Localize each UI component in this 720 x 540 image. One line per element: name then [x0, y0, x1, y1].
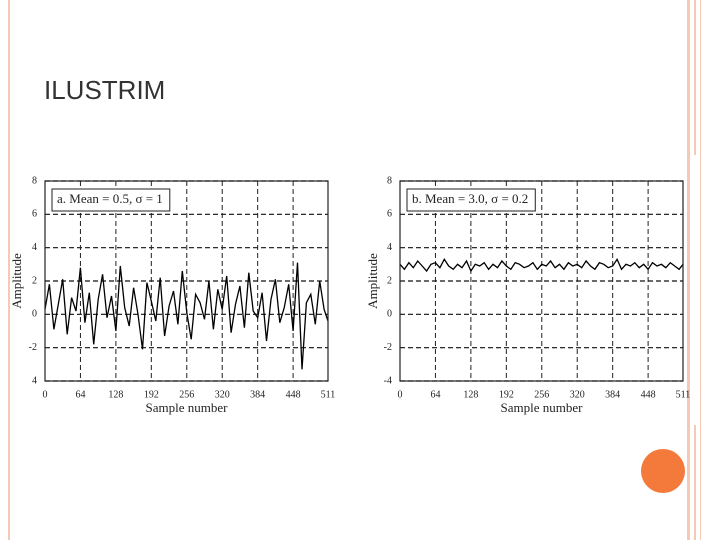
x-tick-label: 192 [144, 389, 159, 400]
y-tick-label: 6 [32, 209, 37, 220]
y-tick-label: 2 [32, 275, 37, 286]
x-tick-label: 448 [286, 389, 301, 400]
y-tick-label: -4 [384, 375, 392, 386]
right-rule [687, 0, 690, 540]
annotation: b. Mean = 3.0, σ = 0.2 [412, 191, 528, 206]
x-tick-label: 128 [108, 389, 123, 400]
x-axis-label: Sample number [146, 400, 229, 415]
x-tick-label: 192 [499, 389, 514, 400]
y-tick-label: 6 [387, 209, 392, 220]
x-tick-label: 128 [463, 389, 478, 400]
right-rule [694, 425, 696, 540]
y-tick-label: 4 [387, 242, 392, 253]
x-tick-label: 511 [321, 389, 336, 400]
x-tick-label: 448 [641, 389, 656, 400]
y-tick-label: 4 [32, 375, 37, 386]
x-tick-label: 384 [250, 389, 265, 400]
y-tick-label: 8 [32, 175, 37, 186]
x-tick-label: 64 [75, 389, 85, 400]
slide-title: ILUSTRIM [44, 75, 165, 105]
accent-circle [641, 449, 685, 493]
plot-frame [44, 180, 329, 382]
y-axis-label: Amplitude [9, 253, 24, 309]
x-tick-label: 0 [398, 389, 403, 400]
x-tick-label: 384 [605, 389, 620, 400]
y-axis-label: Amplitude [365, 253, 380, 309]
signal-line [44, 262, 329, 370]
annotation-box [406, 188, 536, 212]
y-tick-label: 8 [387, 175, 392, 186]
x-tick-label: 320 [215, 389, 230, 400]
x-axis-label: Sample number [501, 400, 584, 415]
y-tick-label: -2 [384, 342, 392, 353]
y-tick-label: -2 [29, 342, 37, 353]
y-tick-label: 4 [32, 242, 37, 253]
right-rule [700, 0, 701, 540]
y-tick-label: 2 [387, 275, 392, 286]
x-tick-label: 256 [179, 389, 194, 400]
plot-frame [399, 180, 684, 382]
x-tick-label: 320 [570, 389, 585, 400]
x-tick-label: 511 [676, 389, 691, 400]
y-tick-label: 0 [387, 309, 392, 320]
annotation: a. Mean = 0.5, σ = 1 [57, 191, 163, 206]
y-tick-label: 0 [32, 309, 37, 320]
right-rule [694, 0, 696, 155]
annotation-box [51, 188, 171, 212]
x-tick-label: 64 [430, 389, 440, 400]
signal-line [399, 257, 684, 273]
x-tick-label: 256 [534, 389, 549, 400]
x-tick-label: 0 [43, 389, 48, 400]
